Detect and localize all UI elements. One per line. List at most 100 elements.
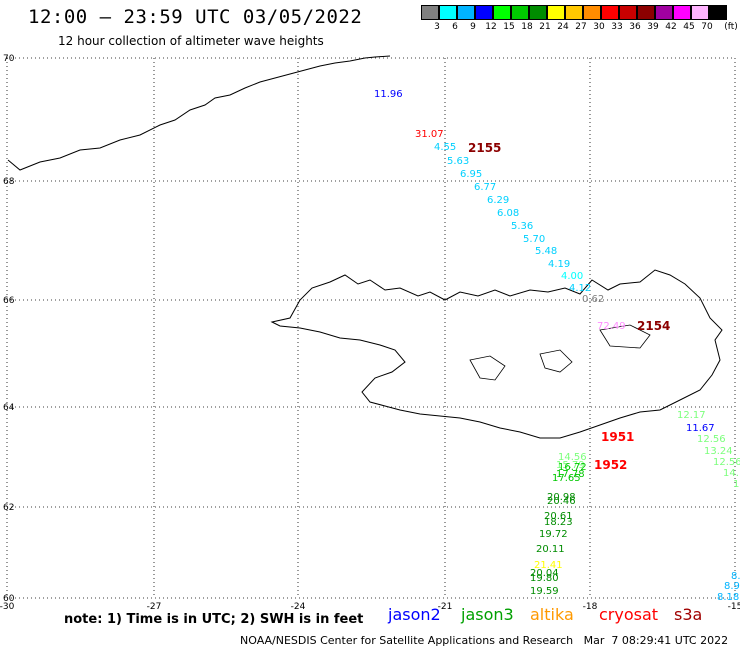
pass-time-label: 1951 [601, 430, 634, 444]
wave-height-label: 31.07 [415, 129, 444, 140]
latitude-label: 70 [3, 54, 15, 64]
wave-height-label: 19.72 [539, 529, 568, 540]
legend-entry-jason2: jason2 [388, 605, 441, 624]
wave-height-label: 4.00 [561, 271, 583, 282]
wave-height-label: 20.61 [544, 511, 573, 522]
longitude-label: -24 [291, 602, 306, 612]
wave-height-label: 4.19 [548, 259, 570, 270]
colorbar-tick-label: 70 [701, 22, 713, 32]
greenland-coastline [7, 55, 391, 171]
wave-height-label: 20.46 [547, 496, 576, 507]
map-note: note: 1) Time is in UTC; 2) SWH is in fe… [64, 612, 364, 627]
colorbar-swatch [439, 5, 457, 20]
latitude-label: 68 [3, 177, 15, 187]
wave-height-label: 12.56 [713, 457, 740, 468]
pass-time-labels: 2155 2154 1951 1952 [468, 141, 670, 472]
colorbar-tick-label: 33 [611, 22, 623, 32]
colorbar-swatch [619, 5, 637, 20]
wave-height-label: 20.04 [530, 568, 559, 579]
wave-height-label: 13.24 [704, 446, 733, 457]
wave-height-label: 1 [733, 479, 739, 490]
colorbar-swatch [547, 5, 565, 20]
wave-height-label: 19.59 [530, 586, 559, 597]
wave-height-label: 11.67 [686, 423, 715, 434]
colorbar-swatch [637, 5, 655, 20]
longitude-label: -30 [0, 602, 15, 612]
wave-height-label: 16.72 [558, 462, 587, 473]
colorbar-tick-label: 21 [539, 22, 551, 32]
wave-height-label: 8.9 [724, 581, 740, 592]
pass-time-label: 2154 [637, 319, 670, 333]
wave-height-label: 4.55 [434, 142, 456, 153]
wave-height-label: 6.77 [474, 182, 496, 193]
colorbar-swatch [565, 5, 583, 20]
colorbar-swatch [475, 5, 493, 20]
wave-height-label: 5.48 [535, 246, 557, 257]
colorbar-tick-label: 42 [665, 22, 677, 32]
wave-height-label: 8. [731, 571, 740, 582]
legend-entry-cryosat: cryosat [599, 605, 659, 624]
wave-height-label: 19.80 [530, 573, 559, 584]
wave-height-label: 8.18 [717, 592, 739, 603]
page-subtitle: 12 hour collection of altimeter wave hei… [58, 34, 324, 48]
colorbar-tick-label: 12 [485, 22, 497, 32]
colorbar-swatch [709, 5, 727, 20]
legend-entry-altika: altika [530, 605, 574, 624]
wave-height-label: 6.29 [487, 195, 509, 206]
wave-height-label: 14. [723, 468, 739, 479]
iceland-interior [469, 324, 651, 381]
latitude-label: 62 [3, 503, 14, 513]
wave-height-label: 15.79 [556, 460, 585, 471]
wave-height-label: 11.96 [374, 89, 403, 100]
latitude-label: 64 [3, 403, 15, 413]
colorbar-swatch [691, 5, 709, 20]
page-title: 12:00 – 23:59 UTC 03/05/2022 [28, 6, 363, 28]
wave-height-label: 20.11 [536, 544, 565, 555]
wave-height-labels: 11.96 31.07 4.55 5.63 6.95 6.77 6.29 6.08 5.36 5.… [374, 89, 740, 603]
colorbar-tick-label: 15 [503, 22, 515, 32]
wave-height-label: 12.56 [697, 434, 726, 445]
colorbar-swatch [655, 5, 673, 20]
wave-height-label: 72.49 [597, 321, 626, 332]
latitude-label: 60 [3, 594, 15, 604]
wave-height-label: 20.98 [547, 492, 576, 503]
colorbar-tick-label: 45 [683, 22, 695, 32]
wave-height-label: 17.78 [556, 469, 585, 480]
wave-height-label: 5.70 [523, 234, 545, 245]
wave-height-label: 12.17 [677, 410, 706, 421]
colorbar-swatch [583, 5, 601, 20]
longitude-label: -27 [147, 602, 162, 612]
wave-height-label: 18.23 [544, 517, 573, 528]
colorbar-tick-label: 18 [521, 22, 533, 32]
coastline [7, 55, 723, 439]
longitude-label: -18 [583, 602, 598, 612]
colorbar-tick-label: 27 [575, 22, 587, 32]
wave-height-label: 4.12 [569, 283, 591, 294]
wave-height-label: 6.95 [460, 169, 482, 180]
iceland-coastline [270, 269, 723, 439]
colorbar-tick-label: 9 [470, 22, 476, 32]
wave-height-label: 5.36 [511, 221, 533, 232]
colorbar-tick-label: 3 [434, 22, 440, 32]
colorbar-swatch [601, 5, 619, 20]
colorbar-swatch [673, 5, 691, 20]
wave-height-label: 14.56 [558, 452, 587, 463]
wave-height-label: 17.65 [552, 473, 581, 484]
wave-height-label: 5.63 [447, 156, 469, 167]
colorbar-tick-label: 36 [629, 22, 641, 32]
wave-height-label: 6.08 [497, 208, 519, 219]
longitude-label: -21 [438, 602, 453, 612]
pass-time-label: 2155 [468, 141, 501, 155]
colorbar-swatch [511, 5, 529, 20]
colorbar-unit: (ft) [724, 22, 738, 32]
colorbar-swatch [529, 5, 547, 20]
colorbar-tick-label: 6 [452, 22, 458, 32]
colorbar-swatch [457, 5, 475, 20]
colorbar-tick-label: 24 [557, 22, 569, 32]
colorbar-tick-label: 30 [593, 22, 605, 32]
legend-entry-jason3: jason3 [461, 605, 514, 624]
colorbar-swatch [493, 5, 511, 20]
colorbar-tick-label: 39 [647, 22, 659, 32]
longitude-label: -15 [728, 602, 740, 612]
